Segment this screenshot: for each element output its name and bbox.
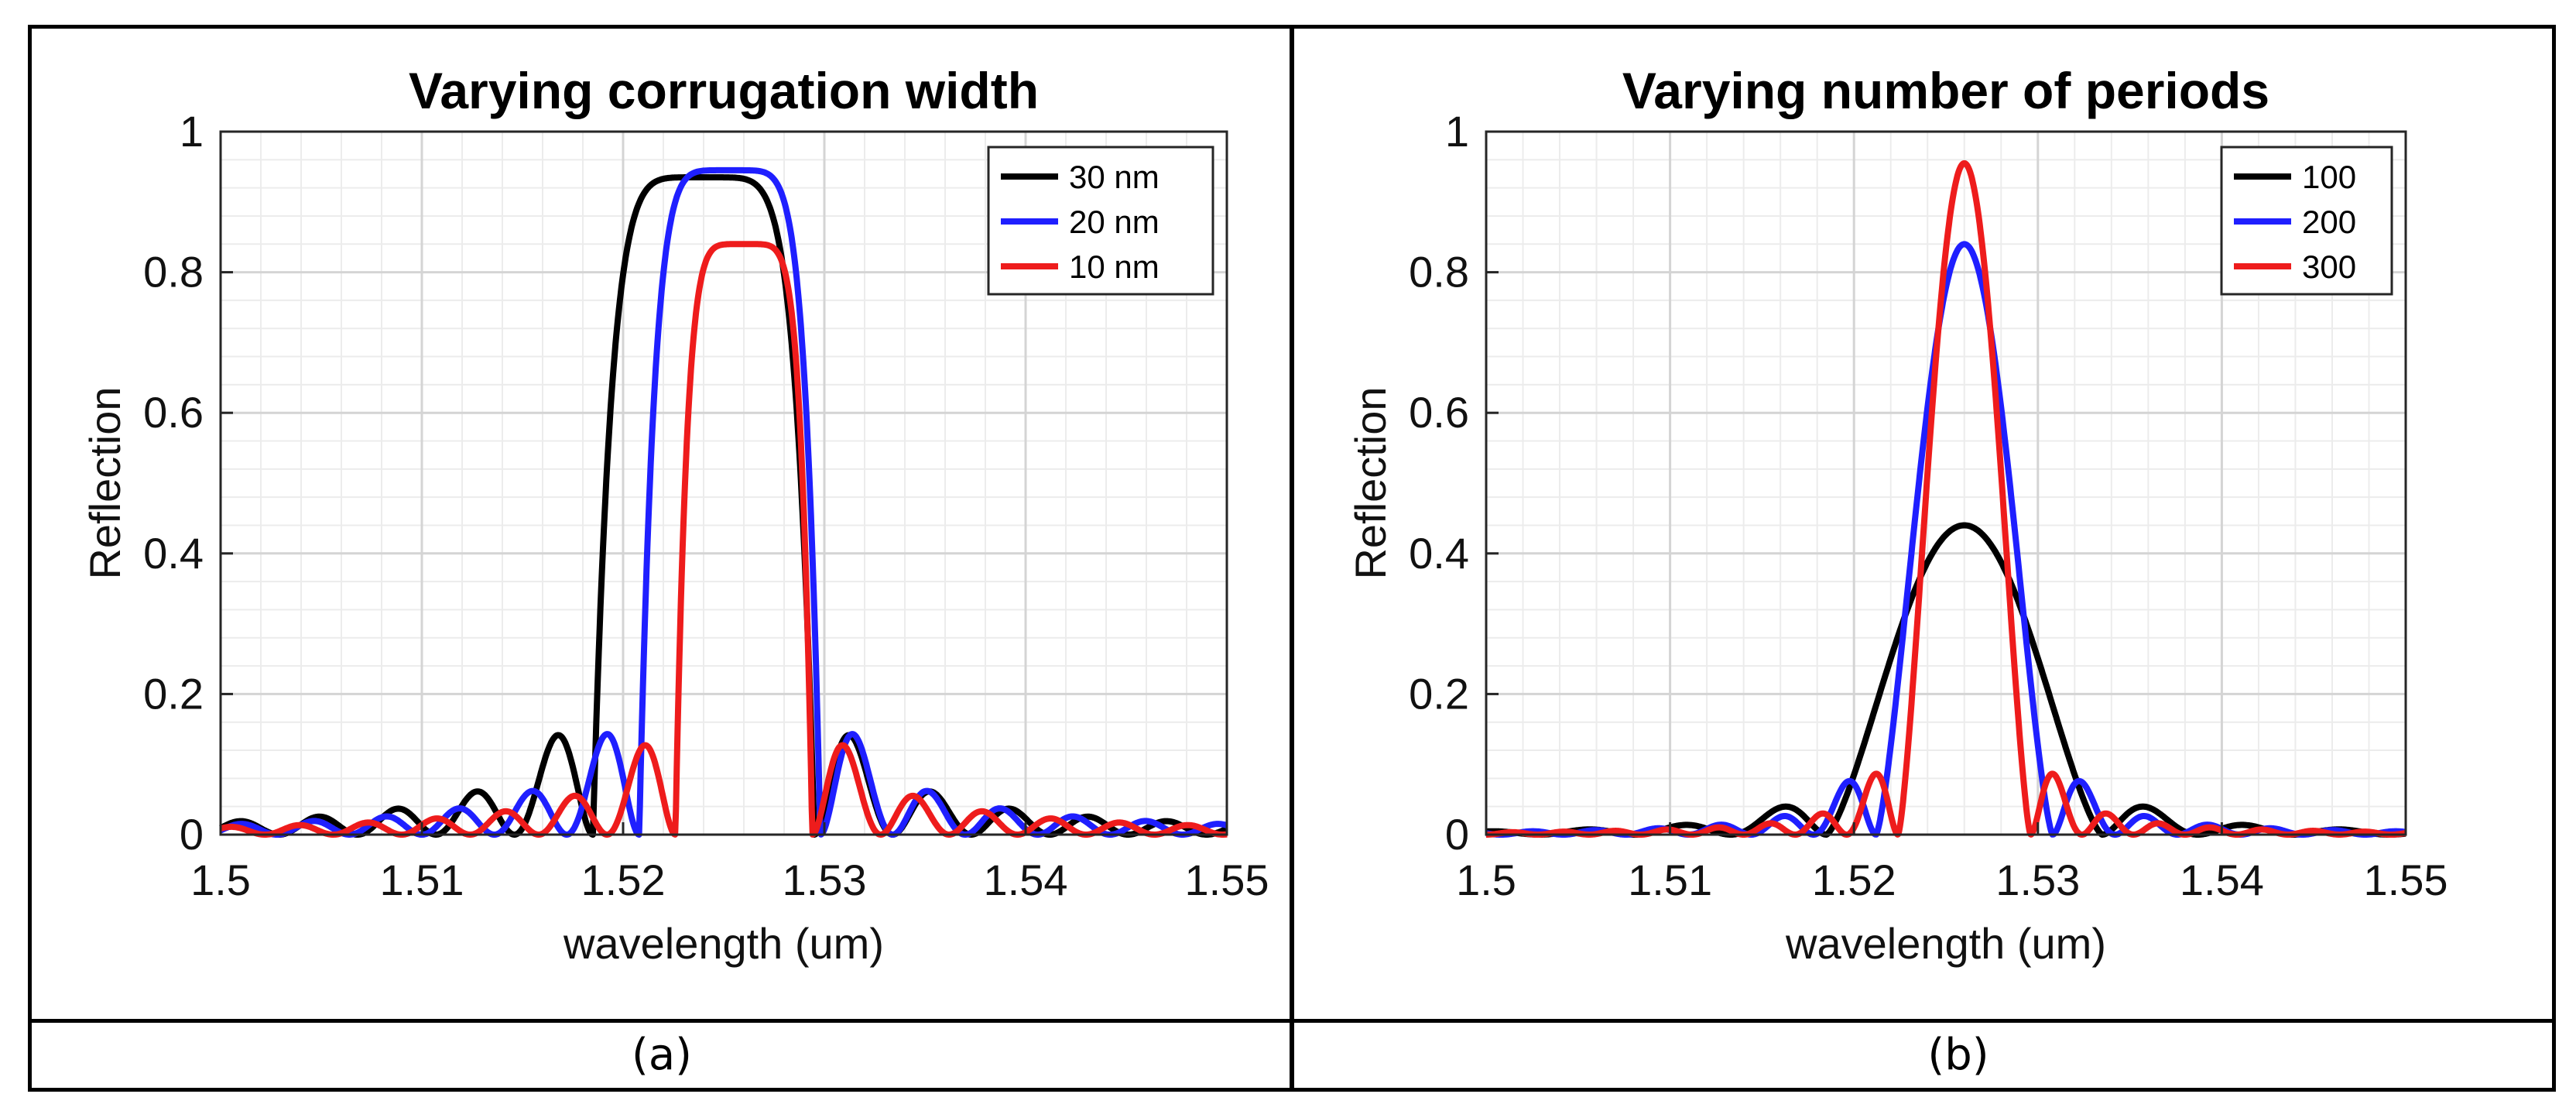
y-tick-label: 0.4 [143, 529, 204, 578]
legend: 30 nm 20 nm 10 nm [987, 146, 1214, 296]
x-tick-label: 1.54 [984, 856, 1068, 904]
y-tick-label: 0 [1445, 810, 1469, 859]
axes-box [219, 130, 1228, 836]
y-tick-label: 0.2 [1409, 669, 1469, 718]
y-tick-label: 0.8 [143, 248, 204, 297]
x-tick-label: 1.5 [1456, 856, 1516, 904]
y-tick-label: 0.4 [1409, 529, 1469, 578]
y-tick-label: 0.6 [1409, 388, 1469, 437]
x-axis-label: wavelength (um) [1785, 919, 2106, 968]
caption-divider [28, 1019, 2556, 1023]
y-tick-label: 0.8 [1409, 248, 1469, 297]
x-tick-label: 1.55 [1185, 856, 1269, 904]
x-tick-label: 1.53 [1995, 856, 2080, 904]
legend-label: 20 nm [1069, 204, 1160, 240]
x-tick-label: 1.51 [1628, 856, 1712, 904]
legend-label: 30 nm [1069, 159, 1160, 195]
x-tick-label: 1.53 [783, 856, 867, 904]
y-tick-label: 1 [180, 107, 204, 156]
caption-a: (a) [631, 1030, 692, 1080]
axes-box [1485, 130, 2407, 836]
y-tick-label: 0.2 [143, 669, 204, 718]
chart-b: 1.5 1.51 1.52 1.53 1.54 1.55 0 0.2 0.4 0.6 0.8 1 Var… [1346, 62, 2448, 968]
series-line-10-nm [218, 241, 1229, 838]
chart-a: 1.5 1.51 1.52 1.53 1.54 1.55 0 0.2 0.4 0.6 0.8 1 Var… [80, 62, 1269, 968]
chart-title: Varying corrugation width [409, 62, 1039, 119]
x-tick-label: 1.55 [2364, 856, 2448, 904]
chart-title: Varying number of periods [1622, 62, 2269, 119]
legend-label: 300 [2302, 249, 2356, 285]
x-axis-label: wavelength (um) [563, 919, 884, 968]
y-tick-label: 1 [1445, 107, 1469, 156]
panel-divider [1290, 25, 1294, 1092]
caption-b: (b) [1927, 1030, 1989, 1080]
legend-label: 100 [2302, 159, 2356, 195]
y-axis-label: Reflection [80, 386, 129, 579]
legend: 100 200 300 [2220, 146, 2393, 296]
y-axis-label: Reflection [1346, 386, 1395, 579]
y-tick-label: 0 [180, 810, 204, 859]
x-tick-label: 1.54 [2180, 856, 2264, 904]
x-tick-label: 1.52 [581, 856, 666, 904]
legend-label: 200 [2302, 204, 2356, 240]
legend-label: 10 nm [1069, 249, 1160, 285]
x-tick-label: 1.51 [380, 856, 464, 904]
x-tick-label: 1.5 [190, 856, 251, 904]
series-line-30-nm [218, 174, 1229, 838]
x-tick-label: 1.52 [1812, 856, 1896, 904]
y-tick-label: 0.6 [143, 388, 204, 437]
